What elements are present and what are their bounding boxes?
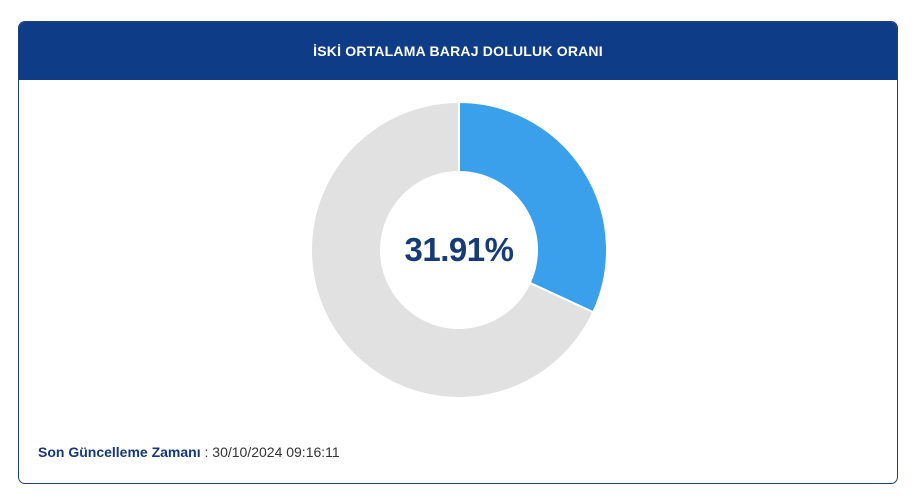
dam-occupancy-card: İSKİ ORTALAMA BARAJ DOLULUK ORANI 31.91%…: [18, 21, 898, 484]
chart-area: 31.91%: [19, 80, 897, 420]
last-updated: Son Güncelleme Zamanı : 30/10/2024 09:16…: [38, 444, 340, 460]
donut-chart: [310, 101, 608, 399]
donut-slice-empty: [310, 101, 595, 399]
donut-slice-filled: [458, 101, 608, 314]
last-updated-label: Son Güncelleme Zamanı: [38, 444, 201, 460]
last-updated-separator: :: [200, 444, 213, 460]
card-title: İSKİ ORTALAMA BARAJ DOLULUK ORANI: [313, 43, 603, 59]
card-header: İSKİ ORTALAMA BARAJ DOLULUK ORANI: [19, 22, 897, 80]
last-updated-value: 30/10/2024 09:16:11: [212, 444, 340, 460]
